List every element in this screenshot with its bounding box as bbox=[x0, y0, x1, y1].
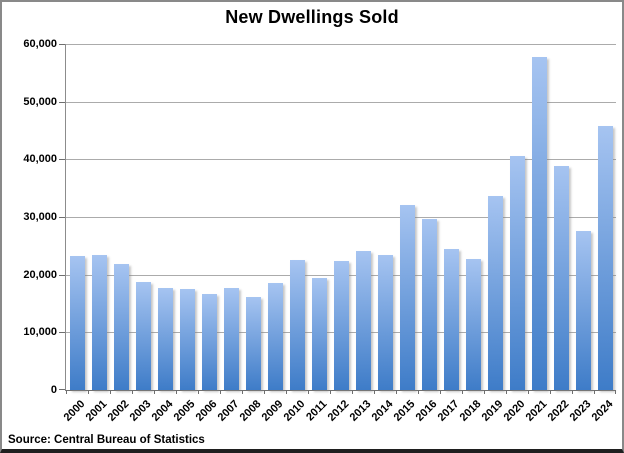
x-tick bbox=[308, 390, 309, 394]
y-axis-label: 0 bbox=[50, 384, 57, 396]
y-tick bbox=[59, 274, 65, 276]
bar-2011 bbox=[311, 278, 327, 390]
bar-2022 bbox=[553, 165, 569, 390]
x-tick bbox=[615, 390, 616, 394]
bar-2002 bbox=[113, 263, 129, 390]
bar-2010 bbox=[289, 259, 305, 390]
x-tick bbox=[462, 390, 463, 394]
y-tick bbox=[59, 101, 65, 103]
x-tick bbox=[506, 390, 507, 394]
bar-2015 bbox=[399, 204, 415, 390]
y-tick bbox=[59, 389, 65, 390]
x-tick bbox=[264, 390, 265, 394]
x-tick bbox=[198, 390, 199, 394]
y-axis-label: 40,000 bbox=[23, 153, 57, 166]
x-tick bbox=[550, 390, 551, 394]
y-tick bbox=[59, 217, 65, 218]
x-tick bbox=[242, 390, 243, 394]
plot-area bbox=[59, 44, 616, 394]
bar-2001 bbox=[91, 255, 107, 390]
bar-2016 bbox=[421, 218, 437, 390]
x-tick bbox=[330, 390, 331, 394]
bar-2023 bbox=[575, 231, 591, 390]
y-tick bbox=[59, 44, 65, 45]
bar-2019 bbox=[487, 195, 503, 390]
x-tick bbox=[352, 390, 353, 394]
bar-2007 bbox=[223, 287, 239, 390]
x-tick bbox=[132, 390, 133, 394]
x-tick bbox=[484, 390, 485, 394]
bar-2017 bbox=[443, 249, 459, 390]
y-axis-label: 30,000 bbox=[23, 211, 57, 223]
y-gridline bbox=[66, 101, 616, 103]
y-axis-label: 50,000 bbox=[23, 95, 57, 108]
bar-2021 bbox=[531, 57, 547, 390]
chart-title: New Dwellings Sold bbox=[225, 7, 399, 27]
bar-2013 bbox=[355, 251, 371, 390]
x-tick bbox=[418, 390, 419, 394]
x-tick bbox=[110, 390, 111, 394]
x-tick bbox=[572, 390, 573, 394]
bar-2003 bbox=[135, 282, 151, 390]
x-tick bbox=[374, 390, 375, 394]
x-tick bbox=[528, 390, 529, 394]
x-tick bbox=[154, 390, 155, 394]
x-tick bbox=[594, 390, 595, 394]
bar-2024 bbox=[597, 125, 613, 390]
y-gridline bbox=[66, 159, 616, 161]
y-axis-label: 10,000 bbox=[23, 326, 57, 339]
bar-2014 bbox=[377, 255, 393, 390]
y-tick bbox=[59, 332, 65, 334]
y-gridline bbox=[66, 217, 616, 218]
bar-2008 bbox=[245, 296, 261, 390]
x-tick bbox=[396, 390, 397, 394]
y-gridline bbox=[66, 44, 616, 45]
bar-2018 bbox=[465, 258, 481, 390]
x-tick bbox=[88, 390, 89, 394]
x-tick bbox=[66, 390, 67, 394]
bar-2000 bbox=[69, 256, 85, 390]
bar-2012 bbox=[333, 260, 349, 390]
y-tick bbox=[59, 159, 65, 161]
source-note: Source: Central Bureau of Statistics bbox=[8, 434, 205, 446]
x-tick bbox=[440, 390, 441, 394]
bar-2020 bbox=[509, 156, 525, 390]
x-tick bbox=[220, 390, 221, 394]
x-tick bbox=[286, 390, 287, 394]
y-axis-label: 20,000 bbox=[23, 268, 57, 281]
y-axis-label: 60,000 bbox=[23, 38, 57, 50]
bar-2005 bbox=[179, 288, 195, 390]
bar-2004 bbox=[157, 287, 173, 390]
x-tick bbox=[176, 390, 177, 394]
bar-2009 bbox=[267, 282, 283, 390]
bar-2006 bbox=[201, 293, 217, 390]
